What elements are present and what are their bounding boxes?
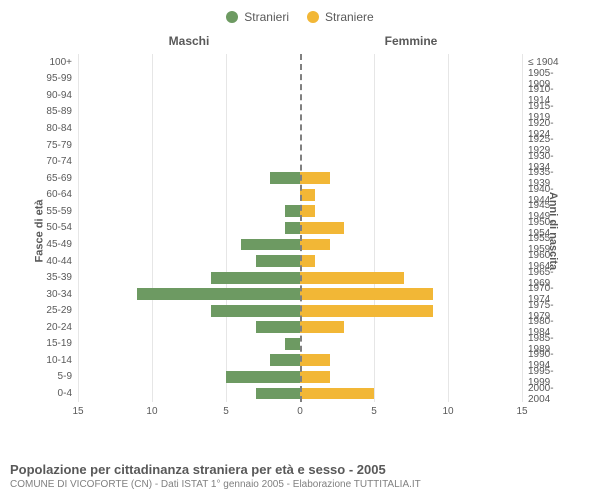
bar-male xyxy=(256,388,300,400)
age-label: 95-99 xyxy=(30,73,78,84)
table-row: 40-441960-1964 xyxy=(30,253,570,270)
chart-rows: 100+≤ 190495-991905-190990-941910-191485… xyxy=(30,54,570,402)
age-label: 75-79 xyxy=(30,140,78,151)
birth-label: 2000-2004 xyxy=(522,383,570,405)
age-label: 80-84 xyxy=(30,123,78,134)
bar-male xyxy=(241,239,300,251)
bar-male xyxy=(285,222,300,234)
header-female: Femmine xyxy=(300,34,522,48)
table-row: 10-141990-1994 xyxy=(30,352,570,369)
age-label: 65-69 xyxy=(30,173,78,184)
table-row: 45-491955-1959 xyxy=(30,236,570,253)
age-label: 90-94 xyxy=(30,90,78,101)
bar-male xyxy=(285,338,300,350)
age-label: 60-64 xyxy=(30,189,78,200)
x-axis: 15105051015 xyxy=(78,406,522,422)
table-row: 95-991905-1909 xyxy=(30,71,570,88)
bar-male xyxy=(285,205,300,217)
bar-female xyxy=(300,205,315,217)
x-tick: 10 xyxy=(442,406,453,417)
table-row: 90-941910-1914 xyxy=(30,87,570,104)
table-row: 100+ ≤ 1904 xyxy=(30,54,570,71)
x-tick: 10 xyxy=(146,406,157,417)
age-label: 20-24 xyxy=(30,322,78,333)
bar-male xyxy=(137,288,300,300)
bar-female xyxy=(300,305,433,317)
age-label: 30-34 xyxy=(30,289,78,300)
x-tick: 5 xyxy=(223,406,229,417)
table-row: 85-891915-1919 xyxy=(30,104,570,121)
chart-title: Popolazione per cittadinanza straniera p… xyxy=(10,462,590,477)
bar-female xyxy=(300,321,344,333)
x-tick: 15 xyxy=(72,406,83,417)
bar-male xyxy=(256,321,300,333)
bar-female xyxy=(300,388,374,400)
legend-label-male: Stranieri xyxy=(244,10,289,24)
bar-male xyxy=(270,354,300,366)
age-label: 85-89 xyxy=(30,106,78,117)
bar-female xyxy=(300,255,315,267)
table-row: 0-4 2000-2004 xyxy=(30,385,570,402)
table-row: 50-541950-1954 xyxy=(30,220,570,237)
footer: Popolazione per cittadinanza straniera p… xyxy=(10,462,590,490)
birth-label: ≤ 1904 xyxy=(522,57,570,68)
table-row: 20-241980-1984 xyxy=(30,319,570,336)
bar-male xyxy=(226,371,300,383)
bar-male xyxy=(211,305,300,317)
table-row: 75-791925-1929 xyxy=(30,137,570,154)
bar-female xyxy=(300,189,315,201)
swatch-male xyxy=(226,11,238,23)
age-label: 15-19 xyxy=(30,338,78,349)
swatch-female xyxy=(307,11,319,23)
age-label: 10-14 xyxy=(30,355,78,366)
bar-male xyxy=(270,172,300,184)
bar-female xyxy=(300,288,433,300)
header-male: Maschi xyxy=(78,34,300,48)
table-row: 60-641940-1944 xyxy=(30,187,570,204)
table-row: 25-291975-1979 xyxy=(30,302,570,319)
age-label: 5-9 xyxy=(30,371,78,382)
age-label: 0-4 xyxy=(30,388,78,399)
age-label: 70-74 xyxy=(30,156,78,167)
bar-female xyxy=(300,272,404,284)
chart-subtitle: COMUNE DI VICOFORTE (CN) - Dati ISTAT 1°… xyxy=(10,479,590,490)
bar-male xyxy=(211,272,300,284)
table-row: 55-591945-1949 xyxy=(30,203,570,220)
bar-female xyxy=(300,222,344,234)
x-tick: 15 xyxy=(516,406,527,417)
legend-item-male: Stranieri xyxy=(226,10,289,24)
legend-item-female: Straniere xyxy=(307,10,374,24)
x-tick: 0 xyxy=(297,406,303,417)
legend: Stranieri Straniere xyxy=(0,0,600,24)
age-label: 25-29 xyxy=(30,305,78,316)
chart: Maschi Femmine Fasce di età Anni di nasc… xyxy=(30,34,570,428)
age-label: 35-39 xyxy=(30,272,78,283)
table-row: 70-741930-1934 xyxy=(30,153,570,170)
x-tick: 5 xyxy=(371,406,377,417)
table-row: 15-191985-1989 xyxy=(30,336,570,353)
bar-female xyxy=(300,354,330,366)
bar-female xyxy=(300,239,330,251)
age-label: 50-54 xyxy=(30,222,78,233)
table-row: 65-691935-1939 xyxy=(30,170,570,187)
age-label: 100+ xyxy=(30,57,78,68)
age-label: 45-49 xyxy=(30,239,78,250)
table-row: 35-391965-1969 xyxy=(30,269,570,286)
age-label: 55-59 xyxy=(30,206,78,217)
bar-male xyxy=(256,255,300,267)
table-row: 80-841920-1924 xyxy=(30,120,570,137)
table-row: 30-341970-1974 xyxy=(30,286,570,303)
bar-female xyxy=(300,172,330,184)
legend-label-female: Straniere xyxy=(325,10,374,24)
bar-female xyxy=(300,371,330,383)
table-row: 5-91995-1999 xyxy=(30,369,570,386)
age-label: 40-44 xyxy=(30,256,78,267)
